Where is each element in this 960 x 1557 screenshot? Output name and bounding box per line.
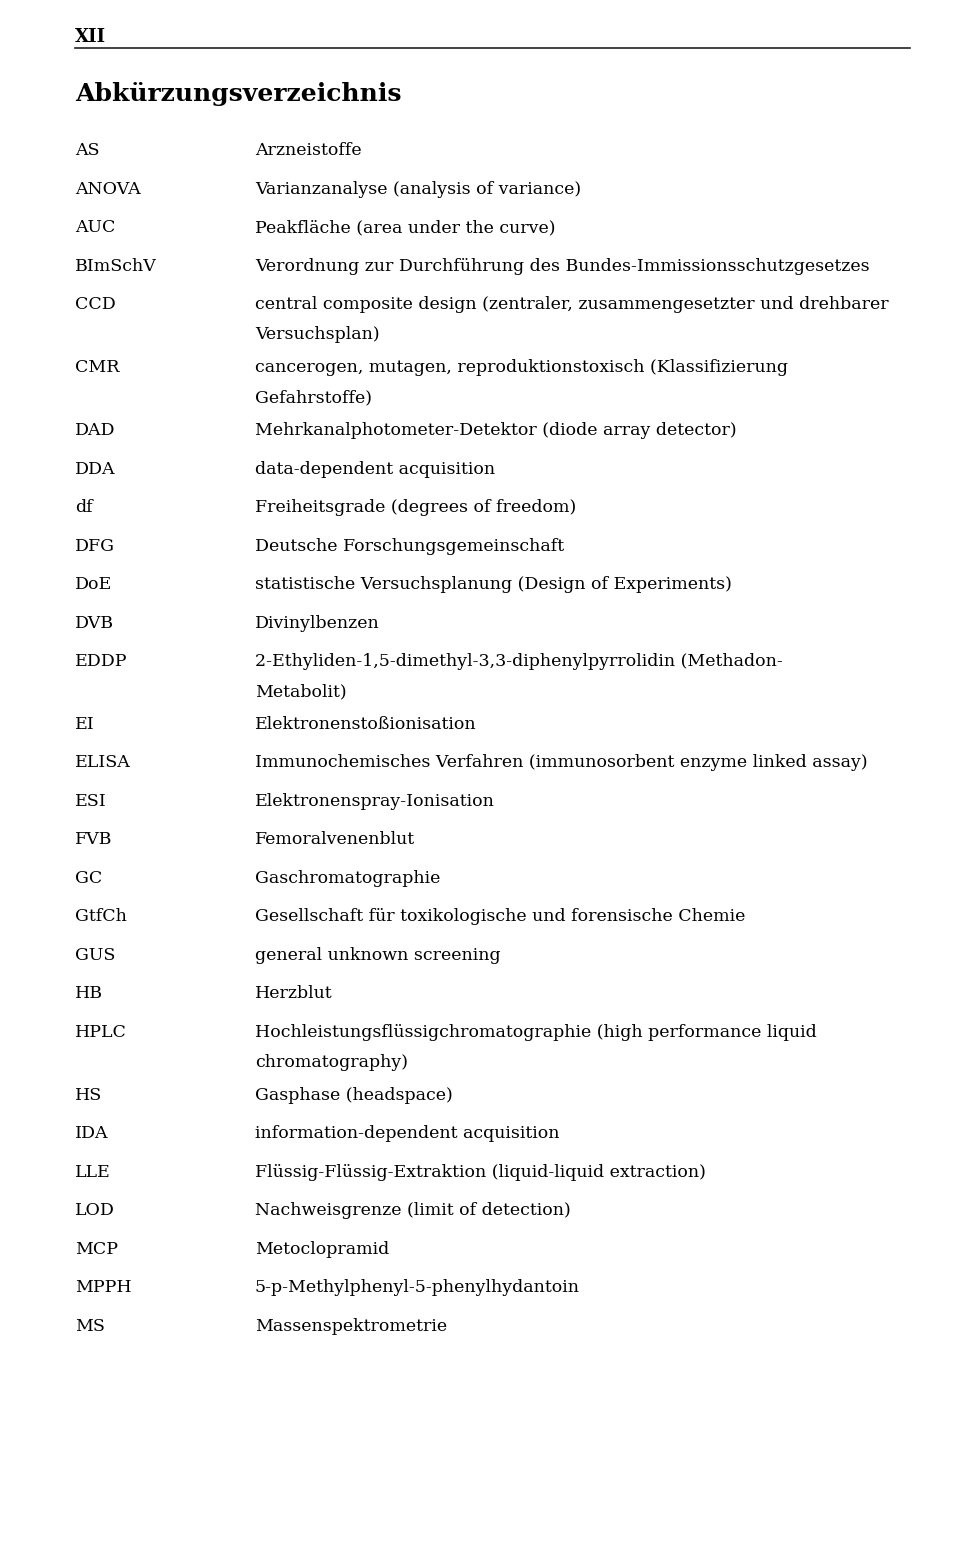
Text: cancerogen, mutagen, reproduktionstoxisch (Klassifizierung: cancerogen, mutagen, reproduktionstoxisc… [255,360,788,375]
Text: Mehrkanalphotometer-Detektor (diode array detector): Mehrkanalphotometer-Detektor (diode arra… [255,422,736,439]
Text: AUC: AUC [75,220,115,237]
Text: 2-Ethyliden-1,5-dimethyl-3,3-diphenylpyrrolidin (Methadon-: 2-Ethyliden-1,5-dimethyl-3,3-diphenylpyr… [255,652,782,670]
Text: AS: AS [75,142,100,159]
Text: 5-p-Methylphenyl-5-phenylhydantoin: 5-p-Methylphenyl-5-phenylhydantoin [255,1280,580,1297]
Text: Nachweisgrenze (limit of detection): Nachweisgrenze (limit of detection) [255,1202,571,1219]
Text: MCP: MCP [75,1241,118,1258]
Text: Verordnung zur Durchführung des Bundes-Immissionsschutzgesetzes: Verordnung zur Durchführung des Bundes-I… [255,257,870,274]
Text: DAD: DAD [75,422,115,439]
Text: ANOVA: ANOVA [75,181,140,198]
Text: BImSchV: BImSchV [75,257,156,274]
Text: Herzblut: Herzblut [255,986,332,1003]
Text: Abkürzungsverzeichnis: Abkürzungsverzeichnis [75,83,401,106]
Text: Metoclopramid: Metoclopramid [255,1241,389,1258]
Text: central composite design (zentraler, zusammengesetzter und drehbarer: central composite design (zentraler, zus… [255,296,889,313]
Text: GUS: GUS [75,947,115,964]
Text: FVB: FVB [75,831,112,849]
Text: Divinylbenzen: Divinylbenzen [255,615,380,632]
Text: Peakfläche (area under the curve): Peakfläche (area under the curve) [255,220,556,237]
Text: IDA: IDA [75,1126,108,1143]
Text: ELISA: ELISA [75,755,131,772]
Text: Hochleistungsflüssigchromatographie (high performance liquid: Hochleistungsflüssigchromatographie (hig… [255,1025,817,1042]
Text: Gefahrstoffe): Gefahrstoffe) [255,389,372,406]
Text: Immunochemisches Verfahren (immunosorbent enzyme linked assay): Immunochemisches Verfahren (immunosorben… [255,755,868,772]
Text: HPLC: HPLC [75,1025,127,1042]
Text: EI: EI [75,716,95,733]
Text: Gesellschaft für toxikologische und forensische Chemie: Gesellschaft für toxikologische und fore… [255,908,745,925]
Text: general unknown screening: general unknown screening [255,947,500,964]
Text: Deutsche Forschungsgemeinschaft: Deutsche Forschungsgemeinschaft [255,537,564,554]
Text: DVB: DVB [75,615,114,632]
Text: CCD: CCD [75,296,116,313]
Text: Gasphase (headspace): Gasphase (headspace) [255,1087,453,1104]
Text: GtfCh: GtfCh [75,908,127,925]
Text: HS: HS [75,1087,103,1104]
Text: information-dependent acquisition: information-dependent acquisition [255,1126,560,1143]
Text: EDDP: EDDP [75,652,128,670]
Text: GC: GC [75,870,103,887]
Text: LLE: LLE [75,1165,110,1182]
Text: statistische Versuchsplanung (Design of Experiments): statistische Versuchsplanung (Design of … [255,576,732,593]
Text: data-dependent acquisition: data-dependent acquisition [255,461,495,478]
Text: chromatography): chromatography) [255,1054,408,1071]
Text: Elektronenspray-Ionisation: Elektronenspray-Ionisation [255,793,494,810]
Text: Flüssig-Flüssig-Extraktion (liquid-liquid extraction): Flüssig-Flüssig-Extraktion (liquid-liqui… [255,1165,706,1182]
Text: CMR: CMR [75,360,119,375]
Text: Varianzanalyse (analysis of variance): Varianzanalyse (analysis of variance) [255,181,581,198]
Text: Gaschromatographie: Gaschromatographie [255,870,441,887]
Text: DDA: DDA [75,461,115,478]
Text: df: df [75,498,92,515]
Text: Elektronenstoßionisation: Elektronenstoßionisation [255,716,476,733]
Text: MS: MS [75,1317,105,1334]
Text: ESI: ESI [75,793,107,810]
Text: LOD: LOD [75,1202,115,1219]
Text: Arzneistoffe: Arzneistoffe [255,142,362,159]
Text: DFG: DFG [75,537,115,554]
Text: Femoralvenenblut: Femoralvenenblut [255,831,415,849]
Text: Massenspektrometrie: Massenspektrometrie [255,1317,447,1334]
Text: XII: XII [75,28,107,47]
Text: Metabolit): Metabolit) [255,684,347,701]
Text: DoE: DoE [75,576,112,593]
Text: Versuchsplan): Versuchsplan) [255,325,379,343]
Text: Freiheitsgrade (degrees of freedom): Freiheitsgrade (degrees of freedom) [255,498,576,515]
Text: HB: HB [75,986,103,1003]
Text: MPPH: MPPH [75,1280,132,1297]
